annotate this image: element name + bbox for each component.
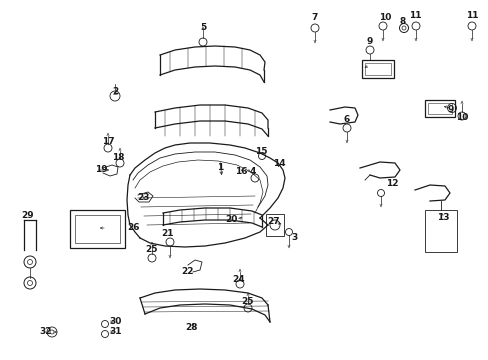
Bar — [424, 100, 454, 117]
Text: 6: 6 — [343, 116, 349, 125]
Text: 10: 10 — [455, 113, 467, 122]
Text: 22: 22 — [182, 267, 194, 276]
Text: 2: 2 — [112, 87, 118, 96]
Text: 4: 4 — [249, 167, 256, 176]
Text: 17: 17 — [102, 138, 114, 147]
Text: 16: 16 — [234, 167, 247, 176]
Bar — [364, 63, 390, 75]
Text: 31: 31 — [109, 328, 122, 337]
Text: 11: 11 — [465, 10, 477, 19]
Text: 19: 19 — [95, 166, 107, 175]
Text: 20: 20 — [224, 216, 237, 225]
Bar — [265, 214, 284, 236]
Text: 9: 9 — [447, 105, 453, 114]
Text: 25: 25 — [241, 297, 254, 306]
Text: 26: 26 — [126, 224, 139, 233]
Text: 25: 25 — [145, 246, 158, 255]
Text: 7: 7 — [311, 13, 318, 22]
Text: 28: 28 — [185, 324, 198, 333]
Text: 21: 21 — [162, 230, 174, 238]
Bar — [424, 210, 456, 252]
Bar — [75, 215, 120, 243]
Bar — [427, 103, 451, 114]
Text: 15: 15 — [254, 148, 267, 157]
Text: 5: 5 — [200, 23, 206, 32]
Text: 13: 13 — [436, 213, 448, 222]
Text: 23: 23 — [138, 194, 150, 202]
Text: 11: 11 — [408, 10, 420, 19]
Text: 32: 32 — [40, 328, 52, 337]
Bar — [70, 210, 125, 248]
Text: 1: 1 — [217, 163, 223, 172]
Text: 27: 27 — [267, 217, 280, 226]
Text: 10: 10 — [378, 13, 390, 22]
Text: 30: 30 — [110, 318, 122, 327]
Text: 29: 29 — [21, 211, 34, 220]
Text: 8: 8 — [399, 18, 406, 27]
Text: 18: 18 — [112, 153, 124, 162]
Text: 3: 3 — [290, 234, 297, 243]
Text: 12: 12 — [385, 179, 397, 188]
Text: 14: 14 — [272, 158, 285, 167]
Bar — [361, 60, 393, 78]
Text: 24: 24 — [232, 275, 245, 284]
Text: 9: 9 — [366, 37, 372, 46]
